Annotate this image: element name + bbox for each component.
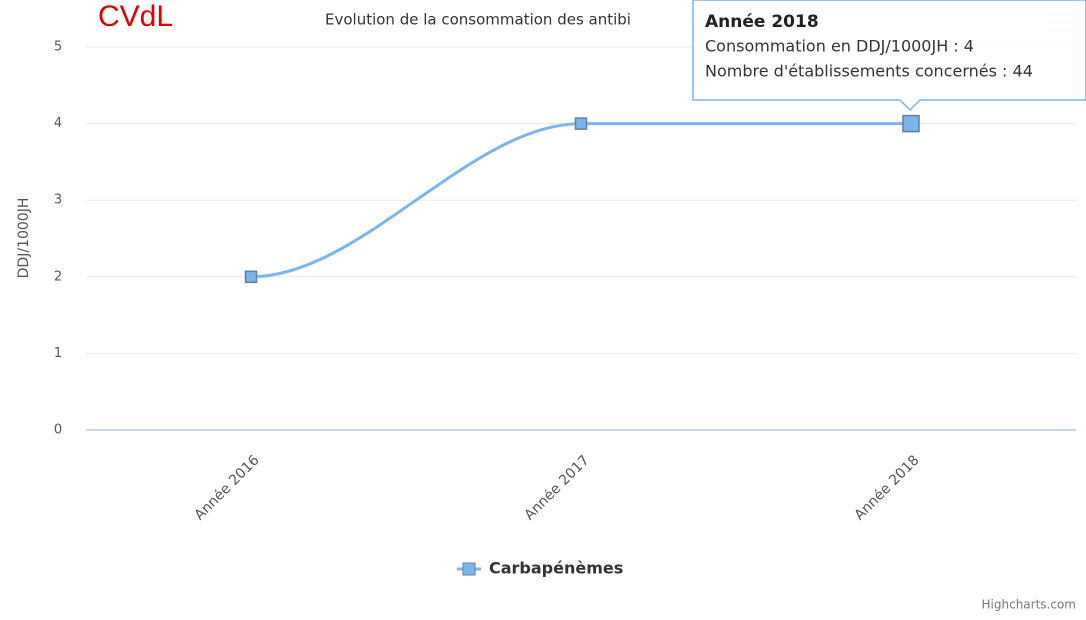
point-marker [244, 270, 258, 284]
legend-symbol [462, 562, 476, 576]
tooltip: Année 2018 Consommation en DDJ/1000JH : … [692, 0, 1086, 112]
tooltip-line: Nombre d'établissements concernés : 44 [705, 62, 1033, 81]
credits: Highcharts.com [982, 598, 1076, 612]
tooltip-box [692, 0, 1086, 112]
chart-title: Evolution de la consommation des antibi [325, 11, 631, 29]
tooltip-title: Année 2018 [705, 12, 819, 32]
y-axis-label: DDJ/1000JH [16, 198, 32, 279]
y-tick-label: 5 [54, 40, 62, 55]
y-tick-label: 3 [54, 193, 62, 208]
legend-label: Carbapénèmes [489, 559, 623, 578]
y-tick-label: 2 [54, 269, 62, 284]
y-tick-label: 1 [54, 346, 62, 361]
point-marker [902, 114, 920, 133]
tooltip-line: Consommation en DDJ/1000JH : 4 [705, 37, 974, 56]
y-tick-label: 0 [54, 423, 62, 438]
point-marker [574, 117, 588, 130]
annotation: CVdL [98, 0, 173, 33]
y-tick-label: 4 [54, 116, 62, 131]
